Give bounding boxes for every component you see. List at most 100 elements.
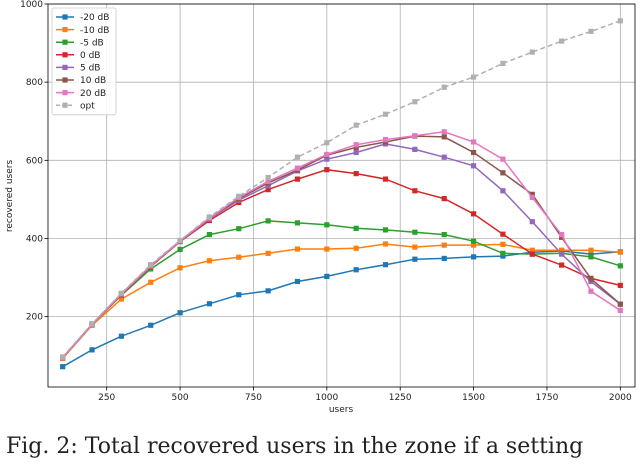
data-point	[206, 231, 213, 238]
data-point	[617, 18, 623, 24]
data-point	[588, 251, 594, 257]
data-point	[529, 247, 535, 253]
x-tick-label: 250	[98, 393, 115, 403]
data-point	[353, 144, 359, 151]
data-point	[500, 250, 506, 256]
legend-swatch-marker	[62, 27, 68, 33]
series--20db	[60, 248, 623, 370]
data-point	[559, 251, 565, 257]
legend-label: -10 dB	[80, 26, 109, 36]
data-point	[470, 149, 477, 156]
data-point	[353, 142, 359, 148]
data-point	[265, 183, 271, 189]
data-point	[470, 211, 477, 217]
legend-entry: -10 dB	[56, 26, 109, 36]
y-tick-label: 400	[26, 234, 43, 244]
legend-label: 5 dB	[80, 64, 100, 74]
data-point	[470, 238, 477, 244]
data-point	[441, 154, 447, 160]
legend-label: opt	[80, 101, 95, 111]
series-layer	[60, 18, 623, 370]
legend-swatch-marker	[62, 90, 68, 96]
data-point	[265, 250, 271, 256]
data-point	[500, 241, 506, 247]
data-point	[559, 234, 565, 240]
x-tick-label: 1250	[389, 393, 412, 403]
data-point	[441, 231, 447, 238]
y-tick-label: 800	[26, 78, 43, 88]
data-point	[529, 49, 535, 55]
data-point	[529, 219, 535, 225]
legend-swatch-marker	[62, 77, 68, 83]
data-point	[529, 194, 535, 201]
legend: -20 dB -10 dB -5 dB 0 dB 5 dB 10 dB 20 dB opt	[51, 7, 117, 116]
data-point	[441, 242, 447, 248]
series-line	[62, 243, 621, 359]
data-point	[470, 254, 477, 260]
legend-swatch-marker	[62, 39, 68, 45]
data-point	[353, 122, 359, 128]
data-point	[588, 276, 594, 282]
data-point	[441, 134, 447, 140]
data-point	[617, 263, 623, 269]
data-point	[177, 237, 183, 244]
data-point	[353, 171, 359, 177]
data-point	[324, 246, 330, 252]
legend-entry: -20 dB	[56, 13, 109, 23]
data-point	[617, 301, 623, 307]
figure-caption: Fig. 2: Total recovered users in the zon…	[6, 434, 584, 459]
data-point	[500, 60, 506, 67]
data-point	[500, 253, 506, 259]
data-point	[177, 246, 183, 253]
data-point	[324, 156, 330, 162]
legend-swatch-marker	[62, 14, 68, 20]
series-line	[62, 220, 621, 359]
data-point	[382, 227, 389, 233]
data-point	[324, 222, 330, 228]
data-point	[617, 307, 623, 313]
data-point	[177, 265, 183, 271]
data-point	[500, 188, 506, 194]
data-point	[353, 225, 359, 231]
series-line	[62, 250, 621, 368]
series--10db	[60, 241, 623, 362]
data-point	[559, 38, 565, 44]
data-point	[441, 84, 447, 90]
series-line	[62, 135, 621, 359]
x-tick-label: 2000	[609, 393, 632, 403]
legend-swatch-marker	[62, 52, 68, 58]
data-point	[588, 288, 594, 294]
data-point	[236, 254, 242, 260]
data-point	[500, 156, 506, 162]
data-point	[294, 246, 301, 252]
data-point	[236, 226, 242, 232]
data-point	[412, 256, 418, 262]
data-point	[412, 188, 418, 194]
series-20db	[60, 129, 623, 361]
data-point	[588, 28, 594, 34]
data-point	[500, 170, 506, 176]
data-point	[177, 310, 183, 316]
y-tick-label: 600	[26, 156, 43, 166]
y-tick-label: 200	[26, 313, 43, 323]
data-point	[382, 137, 389, 143]
data-point	[118, 290, 124, 296]
data-point	[382, 176, 389, 182]
data-point	[324, 273, 330, 279]
data-point	[382, 241, 389, 247]
tick-labels: 250 500 750 1000 1250 1500 1750 2000 200 400 600 80…	[20, 0, 632, 403]
data-point	[382, 111, 389, 117]
data-point	[588, 247, 594, 253]
data-point	[148, 279, 154, 285]
data-point	[265, 174, 271, 181]
chart: 250 500 750 1000 1250 1500 1750 2000 200 400 600 80…	[5, 0, 636, 415]
legend-entry: 10 dB	[56, 76, 106, 86]
grid	[48, 3, 635, 387]
legend-label: 0 dB	[80, 51, 100, 61]
series-0db	[60, 167, 623, 361]
data-point	[412, 146, 418, 152]
data-point	[89, 321, 95, 327]
legend-label: 10 dB	[80, 76, 106, 86]
x-tick-label: 1000	[315, 393, 338, 403]
series-line	[62, 20, 621, 358]
